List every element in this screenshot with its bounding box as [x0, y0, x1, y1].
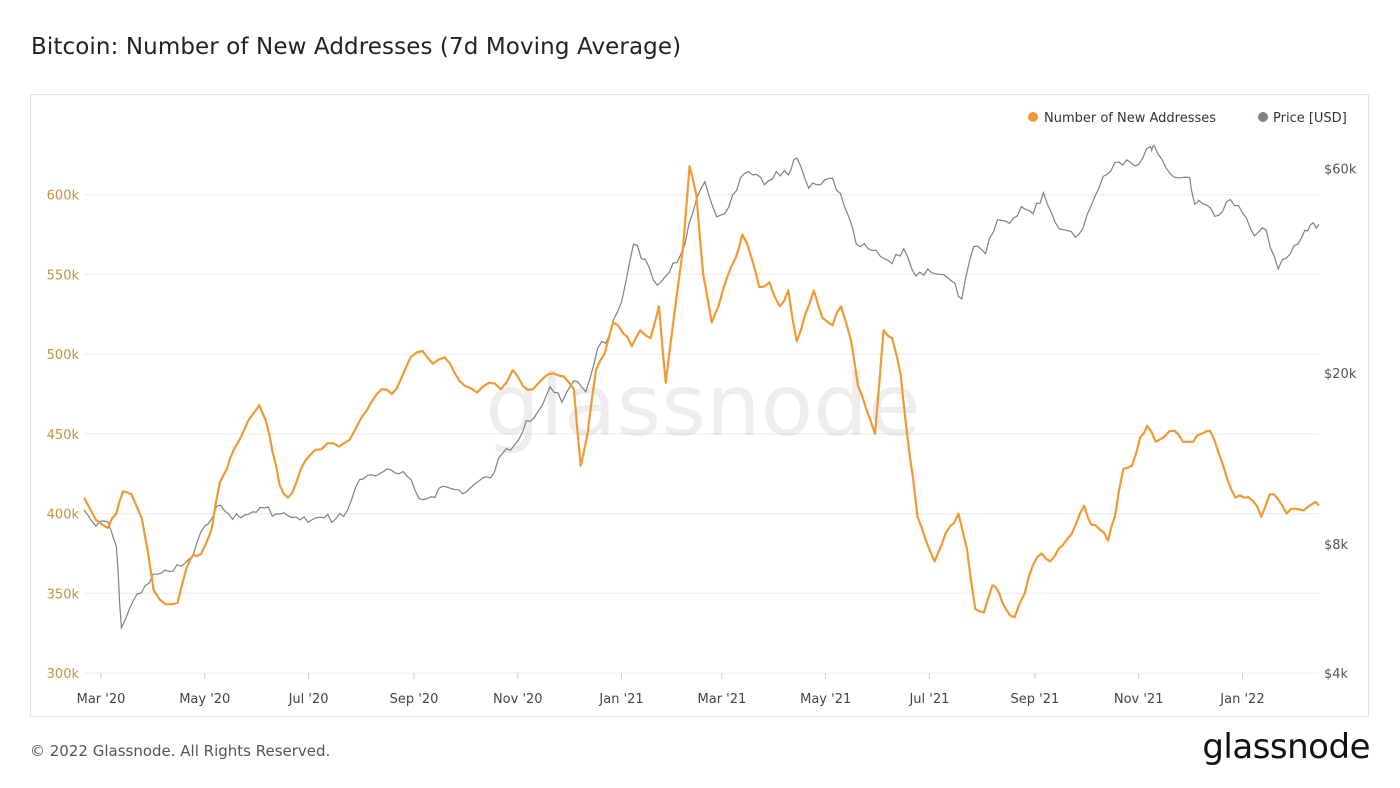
x-tick-label: Mar '20	[77, 692, 126, 707]
left-axis-ticks: 300k 350k 400k 450k 500k 550k 600k	[47, 189, 80, 682]
x-tick-label: Mar '21	[698, 692, 747, 707]
left-tick-label: 400k	[47, 508, 80, 523]
x-tick-label: Jan '22	[1219, 692, 1264, 707]
addresses-series-line	[83, 164, 1320, 619]
left-tick-label: 550k	[47, 268, 80, 283]
footer-copyright: © 2022 Glassnode. All Rights Reserved.	[30, 742, 331, 760]
x-axis-ticks: Mar '20 May '20 Jul '20 Sep '20 Nov '20 Jan '…	[77, 673, 1265, 707]
glassnode-logo[interactable]: glassnode	[1202, 727, 1370, 767]
x-tick-label: Nov '20	[493, 692, 543, 707]
left-tick-label: 600k	[47, 189, 80, 204]
right-tick-label: $4k	[1324, 667, 1349, 682]
legend-dot-addresses	[1028, 112, 1038, 122]
x-tick-label: Jul '21	[908, 692, 949, 707]
x-tick-label: May '21	[800, 692, 851, 707]
grid-lines	[84, 194, 1319, 674]
right-axis-ticks: $4k $8k $20k $60k	[1324, 163, 1357, 682]
watermark: glassnode	[485, 356, 920, 456]
left-tick-label: 300k	[47, 667, 80, 682]
legend-label-addresses: Number of New Addresses	[1044, 111, 1216, 126]
page-title: Bitcoin: Number of New Addresses (7d Mov…	[31, 34, 682, 60]
x-tick-label: Jul '20	[288, 692, 329, 707]
left-tick-label: 450k	[47, 428, 80, 443]
chart-svg: glassnode 300k 350k 400k 450k 500k 550k 600k $…	[47, 111, 1357, 707]
left-tick-label: 500k	[47, 348, 80, 363]
price-series-line	[83, 144, 1320, 630]
chart-container: glassnode 300k 350k 400k 450k 500k 550k 600k $…	[30, 94, 1369, 717]
right-tick-label: $8k	[1324, 538, 1349, 553]
x-tick-label: Sep '20	[390, 692, 439, 707]
legend-label-price: Price [USD]	[1273, 111, 1347, 126]
x-tick-label: May '20	[179, 692, 230, 707]
right-tick-label: $20k	[1324, 367, 1357, 382]
right-tick-label: $60k	[1324, 163, 1357, 178]
left-tick-label: 350k	[47, 587, 80, 602]
x-tick-label: Sep '21	[1011, 692, 1060, 707]
x-tick-label: Jan '21	[598, 692, 643, 707]
x-tick-label: Nov '21	[1114, 692, 1164, 707]
legend-dot-price	[1258, 112, 1268, 122]
legend: Number of New Addresses Price [USD]	[1028, 111, 1347, 126]
